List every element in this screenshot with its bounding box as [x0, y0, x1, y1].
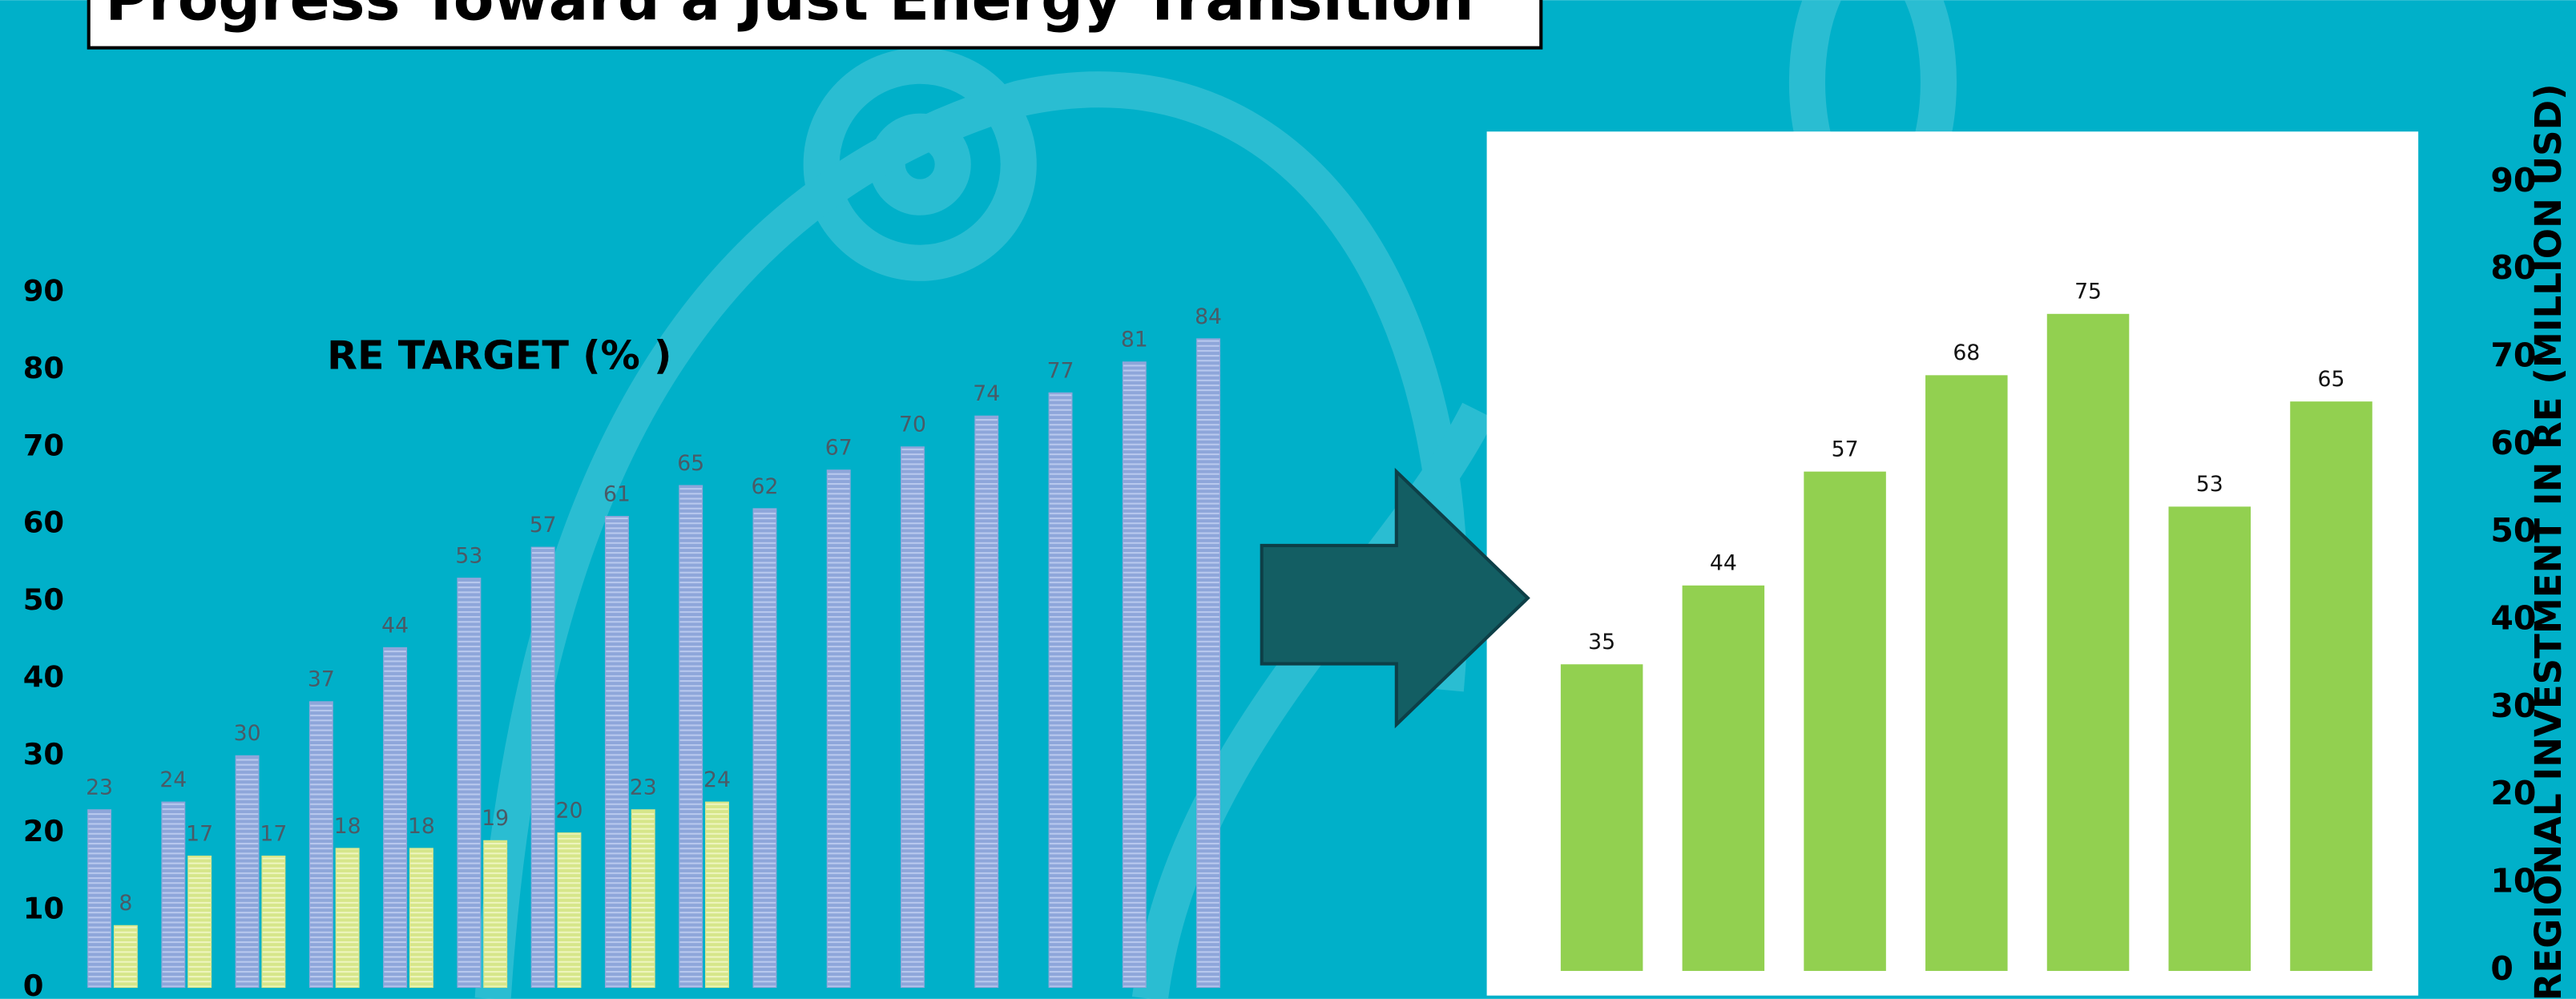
data-label: 68: [1953, 340, 1980, 365]
chart-title: RE TARGET (% ): [327, 332, 671, 379]
bar: [187, 856, 212, 989]
y-tick-label: 10: [2490, 862, 2536, 900]
bar: [679, 485, 703, 989]
y-tick-label: 40: [23, 659, 64, 694]
y-tick-label: 40: [2490, 599, 2536, 638]
y-tick-label: 20: [2490, 774, 2536, 812]
bar: [1196, 338, 1221, 989]
bar: [631, 809, 655, 989]
data-label: 18: [334, 814, 361, 839]
y-tick-label: 60: [23, 506, 64, 540]
bar: [261, 856, 286, 989]
y-tick-label: 70: [2490, 336, 2536, 374]
data-label: 17: [260, 821, 287, 846]
data-label: 24: [159, 767, 187, 792]
y-tick-label: 0: [2490, 949, 2514, 988]
bar: [2046, 313, 2130, 971]
bar: [335, 848, 360, 989]
data-label: 61: [603, 481, 631, 506]
bar: [557, 832, 582, 989]
data-label: 62: [752, 474, 779, 499]
data-label: 53: [2196, 472, 2223, 497]
bar: [530, 546, 555, 989]
bar: [901, 446, 925, 989]
y-tick-label: 60: [2490, 424, 2536, 462]
y-tick-label: 50: [23, 582, 64, 617]
bar: [2290, 401, 2372, 971]
data-label: 53: [455, 544, 482, 569]
data-label: 84: [1195, 304, 1222, 329]
data-label: 75: [2074, 280, 2102, 304]
data-label: 74: [973, 381, 1000, 406]
bar: [113, 924, 138, 989]
title-box: [87, 0, 1543, 50]
data-label: 44: [1710, 551, 1737, 576]
data-label: 23: [86, 775, 113, 800]
data-label: 57: [530, 513, 557, 538]
y-tick-label: 20: [23, 814, 64, 848]
data-label: 44: [381, 613, 409, 638]
data-label: 8: [119, 891, 132, 916]
y-tick-label: 50: [2490, 511, 2536, 550]
data-label: 23: [630, 775, 657, 800]
y-tick-label: 0: [23, 969, 44, 999]
bar: [1560, 664, 1643, 971]
bar: [1682, 585, 1765, 971]
bar: [1048, 392, 1073, 989]
data-label: 65: [2318, 367, 2345, 392]
y-tick-label: 90: [2490, 161, 2536, 199]
data-label: 20: [556, 799, 583, 824]
data-label: 81: [1121, 328, 1148, 352]
bar: [752, 508, 777, 989]
bar: [457, 578, 482, 989]
data-label: 57: [1832, 437, 1859, 461]
data-label: 35: [1588, 630, 1615, 655]
bar: [974, 415, 999, 989]
y-tick-label: 30: [23, 737, 64, 771]
data-label: 70: [899, 413, 926, 437]
bar: [705, 801, 729, 989]
y-tick-label: 70: [23, 428, 64, 462]
data-label: 17: [186, 821, 213, 846]
bar: [1804, 471, 1886, 971]
bar: [383, 647, 408, 989]
bar: [604, 516, 629, 989]
data-label: 30: [234, 721, 261, 746]
bar: [1122, 361, 1147, 989]
data-label: 77: [1047, 358, 1074, 383]
y-tick-label: 30: [2490, 687, 2536, 725]
y-tick-label: 80: [23, 351, 64, 385]
bar: [826, 469, 851, 989]
bar: [87, 809, 112, 989]
bar: [1925, 375, 2008, 971]
y-tick-label: 90: [23, 274, 64, 308]
data-label: 18: [408, 814, 435, 839]
y-axis-label: REGIONAL INVESTMENT IN RE (MILLION USD): [2527, 83, 2570, 999]
y-tick-label: 10: [23, 892, 64, 926]
bar: [308, 701, 333, 989]
data-label: 37: [308, 667, 335, 692]
bar: [235, 755, 260, 989]
bar: [483, 840, 508, 989]
bar: [409, 848, 433, 989]
data-label: 24: [703, 767, 731, 792]
data-label: 19: [482, 806, 509, 831]
bar: [2168, 506, 2251, 971]
arrow: [1260, 467, 1530, 729]
slide-title: Progress Toward a Just Energy Transition: [105, 0, 1474, 34]
y-tick-label: 80: [2490, 248, 2536, 287]
bar: [161, 801, 186, 989]
data-label: 67: [825, 436, 853, 461]
data-label: 65: [677, 451, 704, 476]
